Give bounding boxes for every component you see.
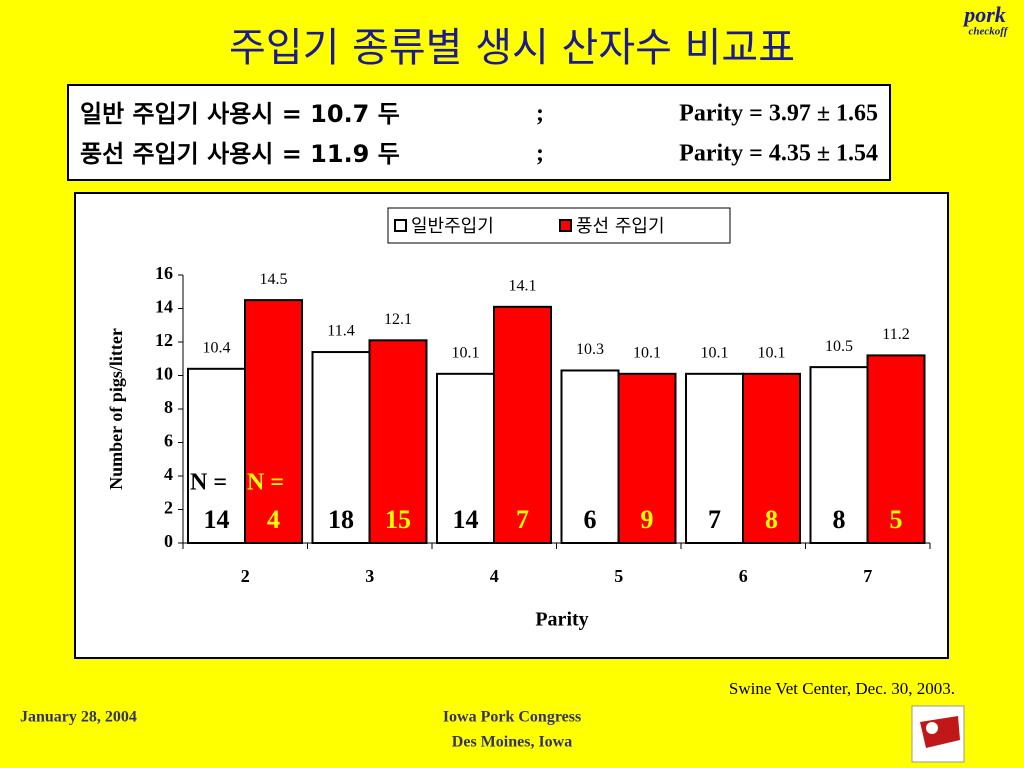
logo-text: checkoff <box>969 26 1009 38</box>
summary-text: ; <box>536 101 544 127</box>
logo-text: pork <box>962 2 1006 27</box>
legend-swatch <box>559 219 572 232</box>
summary: 일반 주입기 사용시 = 10.7 두; Parity = 3.97 ± 1.65… <box>80 100 878 168</box>
summary-text: Parity = 4.35 ± 1.54 <box>679 141 878 167</box>
value-label: 10.4 <box>203 339 231 356</box>
bar <box>685 372 744 545</box>
bar <box>493 305 552 545</box>
bar <box>436 372 495 545</box>
n-label: 5 <box>890 505 903 534</box>
bar <box>742 372 801 545</box>
x-axis-title: Parity <box>535 609 588 631</box>
value-label: 10.1 <box>633 344 661 361</box>
legend-label: 풍선 주입기 <box>576 216 665 237</box>
value-label: 12.1 <box>384 311 412 328</box>
x-tick-label: 4 <box>490 566 499 586</box>
footer-date: January 28, 2004 <box>20 709 137 726</box>
value-label: 14.5 <box>260 271 288 288</box>
logo: pork checkoff <box>962 2 1009 37</box>
footer-event: Iowa Pork Congress <box>443 709 581 726</box>
value-label: 14.1 <box>509 277 537 294</box>
n-title: N = <box>190 470 227 496</box>
n-title: N = <box>247 470 284 496</box>
bar <box>560 369 620 544</box>
y-tick-label: 14 <box>155 297 173 317</box>
n-label: 14 <box>204 505 230 534</box>
y-tick-label: 12 <box>155 330 173 350</box>
y-tick-label: 10 <box>155 364 173 384</box>
value-label: 10.3 <box>576 341 604 358</box>
n-label: 7 <box>708 505 721 534</box>
summary-text: 풍선 주입기 사용시 = 11.9 두 <box>80 140 400 168</box>
y-tick-label: 2 <box>164 498 173 518</box>
n-label: 8 <box>765 505 778 534</box>
x-tick-label: 2 <box>241 566 250 586</box>
value-label: 11.4 <box>327 323 354 340</box>
value-label: 11.2 <box>882 326 909 343</box>
n-label: 7 <box>516 505 529 534</box>
x-tick-label: 7 <box>863 566 872 586</box>
legend-swatch <box>394 219 407 232</box>
n-label: 15 <box>385 505 411 534</box>
n-label: 14 <box>453 505 479 534</box>
legend-label: 일반주입기 <box>411 216 494 237</box>
y-tick-label: 16 <box>155 263 173 283</box>
logo-shape <box>926 722 938 734</box>
iowa-logo <box>911 705 965 763</box>
value-label: 10.1 <box>452 344 480 361</box>
summary-box <box>67 84 891 181</box>
n-label: 9 <box>641 505 654 534</box>
y-tick-label: 6 <box>164 431 173 451</box>
y-tick-label: 0 <box>164 531 173 551</box>
source: Swine Vet Center, Dec. 30, 2003. <box>729 679 955 698</box>
x-tick-label: 6 <box>739 566 748 586</box>
y-axis-title: Number of pigs/litter <box>106 328 126 490</box>
bar <box>368 339 428 545</box>
footer-event: Des Moines, Iowa <box>452 734 572 751</box>
summary-text: 일반 주입기 사용시 = 10.7 두 <box>80 100 400 128</box>
n-label: 18 <box>328 505 354 534</box>
n-label: 8 <box>833 505 846 534</box>
y-tick-label: 8 <box>164 397 173 417</box>
bar <box>866 354 926 544</box>
slide-title: 주입기 종류별 생시 산자수 비교표 <box>229 25 795 71</box>
bar <box>617 372 677 545</box>
x-tick-label: 5 <box>614 566 623 586</box>
n-label: 6 <box>584 505 597 534</box>
y-tick-label: 4 <box>164 464 173 484</box>
summary-text: ; <box>536 141 544 167</box>
summary-text: Parity = 3.97 ± 1.65 <box>679 101 878 127</box>
value-label: 10.1 <box>758 344 786 361</box>
bar <box>244 299 303 544</box>
value-label: 10.5 <box>825 338 853 355</box>
x-tick-label: 3 <box>365 566 374 586</box>
bar <box>809 366 869 544</box>
n-label: 4 <box>267 505 280 534</box>
value-label: 10.1 <box>701 344 729 361</box>
